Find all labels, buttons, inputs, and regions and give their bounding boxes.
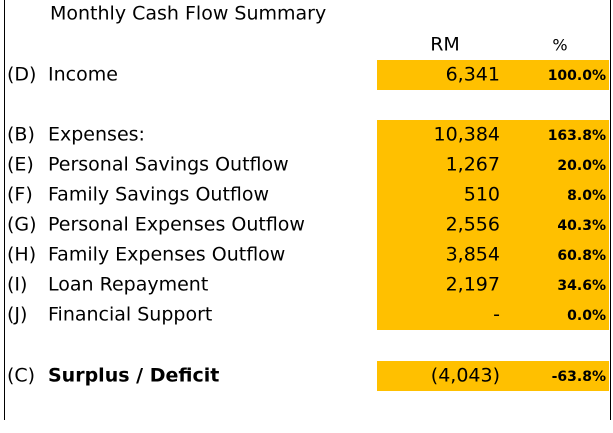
highlight — [377, 361, 609, 391]
rm-value: 10,384 — [434, 124, 500, 146]
pct-value: -63.8% — [552, 369, 606, 385]
row-code: (J) — [7, 304, 27, 326]
row-label: Loan Repayment — [48, 274, 208, 296]
row-code: (F) — [7, 184, 33, 206]
pct-value: 40.3% — [557, 218, 606, 234]
pct-value: 163.8% — [548, 128, 606, 144]
row-code: (I) — [7, 274, 27, 296]
row-label: Surplus / Deficit — [48, 365, 219, 387]
row-label: Family Savings Outflow — [48, 184, 269, 206]
rm-value: 1,267 — [446, 154, 500, 176]
rows: (D) Income 6,341 100.0% (B) Expenses: 10,384 16… — [7, 64, 606, 387]
title: Monthly Cash Flow Summary — [50, 3, 326, 25]
row-code: (H) — [7, 244, 36, 266]
pct-value: 60.8% — [557, 248, 606, 264]
highlight — [377, 60, 609, 90]
pct-value: 100.0% — [548, 68, 606, 84]
row-code: (B) — [7, 124, 35, 146]
column-header: RM — [430, 34, 460, 56]
rm-value: - — [493, 304, 500, 326]
row-label: Family Expenses Outflow — [48, 244, 285, 266]
pct-value: 0.0% — [567, 308, 606, 324]
rm-value: 510 — [464, 184, 500, 206]
pct-value: 34.6% — [557, 278, 606, 294]
row-label: Personal Savings Outflow — [48, 154, 289, 176]
pct-value: 20.0% — [557, 158, 606, 174]
row-code: (E) — [7, 154, 34, 176]
row-label: Financial Support — [48, 304, 212, 326]
rm-value: 3,854 — [446, 244, 500, 266]
row-code: (D) — [7, 64, 36, 86]
column-header: % — [552, 36, 567, 55]
rm-value: 6,341 — [446, 64, 500, 86]
row-code: (C) — [7, 365, 35, 387]
row-label: Expenses: — [48, 124, 145, 146]
row-code: (G) — [7, 214, 37, 236]
pct-value: 8.0% — [567, 188, 606, 204]
highlight — [377, 120, 609, 330]
rm-value: 2,556 — [446, 214, 500, 236]
rm-value: (4,043) — [431, 365, 500, 387]
row-label: Income — [48, 64, 118, 86]
row-label: Personal Expenses Outflow — [48, 214, 305, 236]
rm-value: 2,197 — [446, 274, 500, 296]
